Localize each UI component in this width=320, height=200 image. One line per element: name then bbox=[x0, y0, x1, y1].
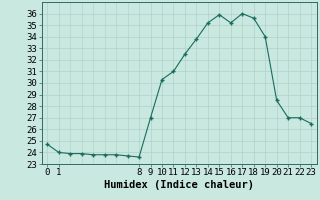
X-axis label: Humidex (Indice chaleur): Humidex (Indice chaleur) bbox=[104, 180, 254, 190]
